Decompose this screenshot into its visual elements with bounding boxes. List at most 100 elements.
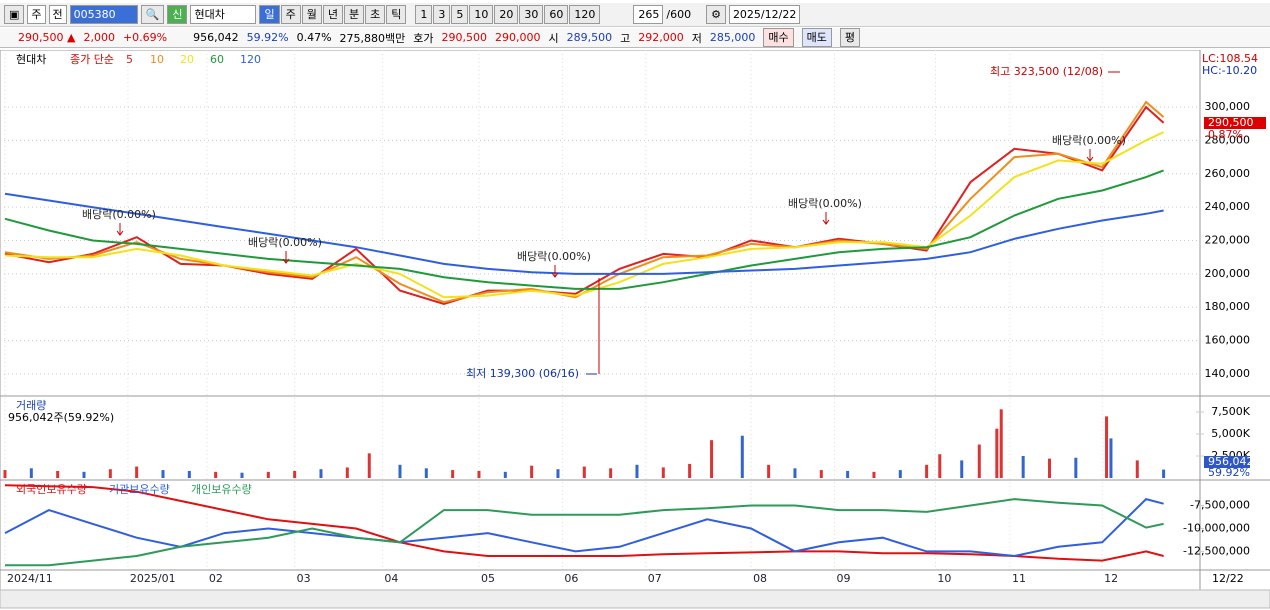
interval-button[interactable]: 120 xyxy=(569,5,601,24)
scrollbar[interactable] xyxy=(0,589,1270,609)
y-tick-label: 280,000 xyxy=(1205,133,1251,146)
legend-entry: 120 xyxy=(240,53,261,66)
period-button[interactable]: 분 xyxy=(343,5,365,24)
change-pct: +0.69% xyxy=(122,31,168,44)
interval-button[interactable]: 3 xyxy=(433,5,451,24)
volume-box xyxy=(1204,456,1250,468)
legend-prefix: 종가 단순 xyxy=(70,53,114,66)
dividend-arrow xyxy=(551,265,559,278)
volume-bar xyxy=(960,460,964,478)
open: 289,500 xyxy=(566,31,613,44)
dividend-arrow xyxy=(822,212,830,225)
volume-bar xyxy=(767,464,771,478)
quote-bar: 290,500 ▲ 2,000 +0.69% 956,042 59.92% 0.… xyxy=(0,28,1270,48)
y-tick-label: 260,000 xyxy=(1205,167,1251,180)
x-tick-label: 2025/01 xyxy=(130,572,176,585)
y-tick-label: 5,000K xyxy=(1211,427,1250,440)
volume-bar xyxy=(995,428,999,478)
high-label: 최고 323,500 (12/08) xyxy=(990,65,1103,78)
period-button[interactable]: 틱 xyxy=(386,5,407,24)
last-volume-pct: 59.92% xyxy=(1208,466,1250,479)
volume-bar xyxy=(56,470,60,478)
last-price: 290,500 xyxy=(1208,116,1254,129)
y-tick-label: -7,500,000 xyxy=(1190,499,1250,512)
series-line xyxy=(4,100,1165,304)
ask-label: 호가 xyxy=(413,31,434,45)
menu-button[interactable]: ▣ xyxy=(4,5,25,24)
tool-button[interactable]: ⚙ xyxy=(706,5,726,24)
legend-entry: 20 xyxy=(180,53,194,66)
x-tick-label: 10 xyxy=(937,572,951,585)
volume-bar xyxy=(635,464,639,478)
prev-button[interactable]: 전 xyxy=(48,5,67,24)
period-button[interactable]: 일 xyxy=(259,5,280,24)
period-button[interactable]: 초 xyxy=(365,5,386,24)
volume-bar xyxy=(451,470,455,478)
badge: 신 xyxy=(167,5,188,24)
y-tick-label: 200,000 xyxy=(1205,267,1251,280)
volume-bar xyxy=(266,471,270,478)
volume: 956,042 xyxy=(193,31,239,44)
turnover: 0.47% xyxy=(296,31,332,44)
search-button[interactable]: 🔍 xyxy=(140,5,165,24)
volume-bar xyxy=(582,466,586,478)
symbol-label: 현대차 xyxy=(16,53,46,66)
interval-button[interactable]: 10 xyxy=(469,5,494,24)
volume-bar xyxy=(872,471,876,478)
buy-button[interactable]: 매수 xyxy=(763,28,794,47)
interval-button[interactable]: 5 xyxy=(451,5,469,24)
dividend-arrow xyxy=(116,223,124,236)
dividend-label: 배당락(0.00%) xyxy=(82,208,156,221)
interval-button[interactable]: 60 xyxy=(544,5,569,24)
volume-bar xyxy=(477,470,481,478)
volume-bar xyxy=(398,464,402,478)
bar-count[interactable]: 265 xyxy=(633,5,664,24)
y-tick-label: 220,000 xyxy=(1205,234,1251,247)
code-input[interactable]: 005380 xyxy=(69,5,138,24)
sell-button[interactable]: 매도 xyxy=(801,28,832,47)
interval-button[interactable]: 30 xyxy=(519,5,544,24)
low: 285,000 xyxy=(709,31,756,44)
volume-bar xyxy=(846,470,850,478)
legend-entry: 개인보유수량 xyxy=(191,483,252,496)
x-tick-label: 08 xyxy=(753,572,767,585)
legend-entry: 10 xyxy=(150,53,164,66)
interval-button[interactable]: 1 xyxy=(415,5,433,24)
volume-bar xyxy=(293,470,297,478)
y-tick-label: 7,500K xyxy=(1211,405,1250,418)
volume-bar xyxy=(793,468,797,478)
volume-bar xyxy=(1074,457,1078,478)
legend-entry: 60 xyxy=(210,53,224,66)
low-label: 최저 139,300 (06/16) xyxy=(466,367,579,380)
last-pct: 0.87% xyxy=(1208,128,1243,141)
x-tick-label: 03 xyxy=(297,572,311,585)
high: 292,000 xyxy=(638,31,684,44)
avg-button[interactable]: 평 xyxy=(839,28,861,47)
y-tick-label: 160,000 xyxy=(1205,334,1251,347)
series-line xyxy=(5,498,1164,567)
period-type[interactable]: 주 xyxy=(27,5,46,24)
date-input[interactable]: 2025/12/22 xyxy=(728,5,801,24)
y-tick-label: 140,000 xyxy=(1205,367,1251,380)
chart: 2024/11 2025/01 02 03 04 05 06 07 08 09 10 11 12 12/2… xyxy=(0,50,1270,609)
period-button[interactable]: 년 xyxy=(322,5,343,24)
stock-name[interactable]: 현대차 xyxy=(190,5,257,24)
period-button[interactable]: 주 xyxy=(280,5,301,24)
volume-bar xyxy=(530,465,534,478)
volume-bar xyxy=(319,469,323,478)
volume-bar xyxy=(938,454,942,478)
interval-button[interactable]: 20 xyxy=(494,5,519,24)
series-line xyxy=(4,169,1164,290)
volume-bar xyxy=(898,470,902,478)
volume-bar xyxy=(503,471,507,478)
bar-count-max: /600 xyxy=(666,8,692,21)
x-tick-label: 12 xyxy=(1104,572,1118,585)
volume-bar xyxy=(1162,469,1166,478)
volume-bar xyxy=(240,472,244,478)
y-tick-label: 180,000 xyxy=(1205,300,1251,313)
period-button[interactable]: 월 xyxy=(301,5,322,24)
dividend-label: 배당락(0.00%) xyxy=(1052,134,1126,147)
